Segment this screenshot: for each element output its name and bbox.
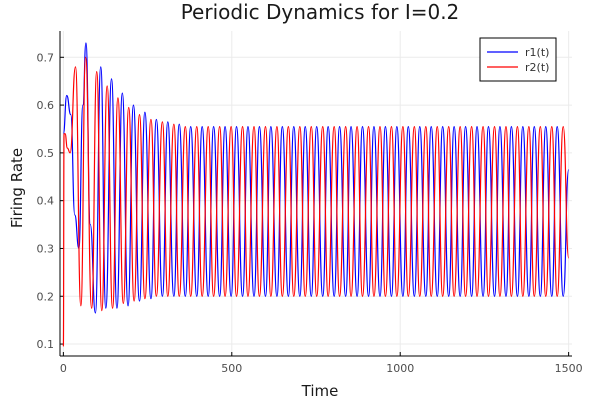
x-tick-label: 1000: [386, 362, 414, 375]
y-tick-label: 0.3: [37, 242, 55, 255]
chart-title: Periodic Dynamics for I=0.2: [181, 0, 460, 24]
x-tick-label: 1500: [555, 362, 583, 375]
x-tick-label: 0: [60, 362, 67, 375]
y-tick-label: 0.6: [37, 99, 55, 112]
y-tick-label: 0.1: [37, 338, 55, 351]
series-line-2: [62, 56, 570, 348]
series-line-1: [62, 42, 570, 314]
x-axis-title: Time: [301, 382, 339, 400]
y-tick-label: 0.4: [37, 195, 55, 208]
legend: r1(t) r2(t): [479, 37, 557, 82]
x-tick-label: 500: [221, 362, 242, 375]
y-tick-label: 0.5: [37, 147, 55, 160]
tick-labels: 0 500 1000 1500 0.1 0.2 0.3 0.4 0.5 0.6 0.7: [37, 51, 583, 375]
y-tick-label: 0.2: [37, 290, 55, 303]
legend-label-r2: r2(t): [525, 61, 549, 74]
series-group: [62, 42, 570, 348]
y-tick-label: 0.7: [37, 51, 55, 64]
y-axis-title: Firing Rate: [8, 148, 26, 228]
legend-box: [479, 37, 557, 82]
legend-label-r1: r1(t): [525, 46, 549, 59]
